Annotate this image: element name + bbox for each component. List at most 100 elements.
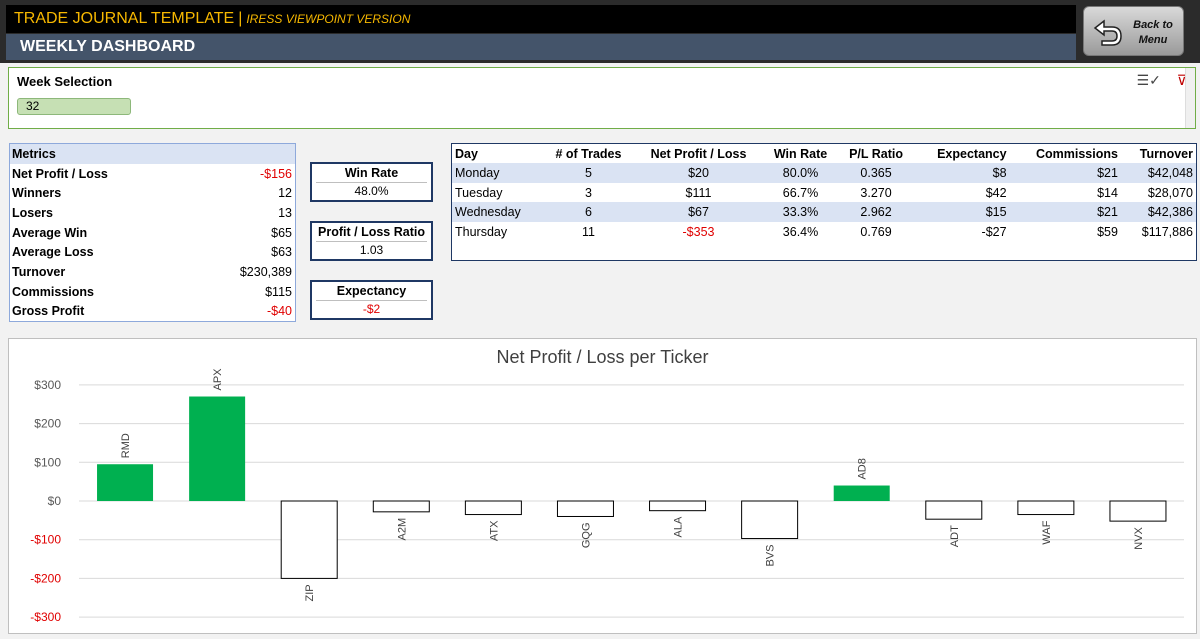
expectancy-card: Expectancy -$2 [310,280,433,320]
column-header: # of Trades [555,146,622,161]
metric-value: -$156 [260,166,292,181]
column-header: Day [455,146,478,161]
table-cell: 66.7% [782,185,819,200]
bar-ad8 [833,485,890,501]
table-cell: $20 [634,163,763,183]
metric-row: Net Profit / Loss -$156 [10,164,295,184]
table-cell: $59 [1097,224,1118,239]
metric-row: Average Win $65 [10,223,295,243]
bar-atx [464,500,522,516]
multi-select-icon[interactable]: ☰✓ [1136,72,1161,88]
metric-row: Gross Profit -$40 [10,302,295,322]
dashboard-bar: WEEKLY DASHBOARD [6,34,1076,60]
week-chip[interactable]: 32 [17,98,131,115]
win-rate-value: 48.0% [316,182,427,198]
app-title-text: TRADE JOURNAL TEMPLATE [14,10,235,27]
column-header: Win Rate [773,146,828,161]
metric-row: Turnover $230,389 [10,262,295,282]
column-header: Expectancy [937,146,1007,161]
bar-a2m [372,500,430,513]
metric-label: Turnover [12,264,66,279]
back-label-line2: Menu [1138,34,1168,46]
bar-zip [280,500,338,579]
slicer-scrollbar[interactable] [1185,68,1195,128]
title-separator: | [238,10,243,27]
metric-label: Average Loss [12,245,94,260]
category-label: AD8 [857,458,869,479]
metric-label: Commissions [12,284,94,299]
table-cell: $21 [1009,202,1121,223]
back-to-menu-button[interactable]: Back to Menu [1083,6,1184,56]
week-selection-label: Week Selection [17,74,113,89]
table-cell: $8 [914,163,1010,183]
pl-ratio-label: Profit / Loss Ratio [318,225,425,239]
category-label: WAF [1041,520,1053,544]
metric-row: Losers 13 [10,203,295,223]
title-bar: TRADE JOURNAL TEMPLATE | IRESS VIEWPOINT V… [6,5,1076,33]
table-cell: 80.0% [762,163,839,183]
bar-rmd [97,464,154,501]
table-cell: $42 [985,185,1007,200]
ticker-bar-chart: $300 $200 $100 $0 -$100 -$200 -$300 RMD APX ZIP A2… [30,368,1184,624]
bar-nvx [1109,500,1167,522]
category-label: ADT [949,525,961,547]
app-subtitle: IRESS VIEWPOINT VERSION [246,12,411,26]
metric-label: Winners [12,186,62,201]
table-cell: $15 [914,202,1010,223]
daily-table-body: Monday 5 $20 80.0% 0.365 $8 $21 $42,048 Tuesday 3… [452,163,1196,242]
table-cell: 6 [542,202,635,223]
table-cell: 5 [542,163,635,183]
table-cell: 36.4% [782,224,819,239]
chart-title: Net Profit / Loss per Ticker [496,347,709,367]
metric-value: $115 [265,284,292,299]
y-tick-label: -$100 [30,533,61,547]
category-label: NVX [1133,526,1145,549]
table-cell: -$27 [981,224,1007,239]
metric-label: Net Profit / Loss [12,166,108,181]
table-cell: $28,070 [1147,185,1193,200]
table-row: Wednesday 6 $67 33.3% 2.962 $15 $21 $42,386 [452,202,1196,223]
bar-gqg [556,500,614,517]
table-row: Thursday 11 -$353 36.4% 0.769 -$27 $59 $117,886 [452,222,1196,242]
metric-value: $230,389 [239,264,292,279]
pl-ratio-card: Profit / Loss Ratio 1.03 [310,221,433,261]
y-tick-label: -$200 [30,571,61,585]
table-cell: Wednesday [452,202,543,223]
column-header: Commissions [1035,146,1118,161]
daily-summary-table: Day # of Trades Net Profit / Loss Win Rate P… [451,143,1197,261]
table-row: Monday 5 $20 80.0% 0.365 $8 $21 $42,048 [452,163,1196,183]
metric-value: $65 [271,225,292,240]
clear-filter-icon[interactable]: ⊽ [1176,72,1187,88]
y-tick-label: $100 [34,455,61,469]
metric-value: -$40 [266,304,292,319]
metric-value: $63 [271,245,292,260]
expectancy-label: Expectancy [336,284,407,298]
back-button-label: Back to Menu [1124,18,1182,48]
bar-apx [189,396,246,501]
metric-value: 12 [278,186,292,201]
win-rate-card: Win Rate 48.0% [310,162,433,202]
metric-row: Winners 12 [10,183,295,203]
bar-waf [1017,500,1075,516]
metric-value: 13 [278,205,292,220]
table-cell: 2.962 [838,202,914,223]
table-cell: 3.270 [860,185,892,200]
slicer-icons: ☰✓ ⊽ [1125,72,1187,89]
table-cell: 33.3% [762,202,839,223]
back-arrow-icon [1093,19,1122,46]
metric-row: Average Loss $63 [10,242,295,262]
table-cell: $14 [1097,185,1118,200]
expectancy-value: -$2 [316,300,427,316]
category-label: A2M [396,518,408,541]
metric-row: Commissions $115 [10,282,295,302]
table-cell: 0.365 [838,163,914,183]
metric-label: Losers [12,205,53,220]
category-label: GQG [580,522,592,548]
table-cell: Tuesday [455,185,503,200]
metrics-rows: Net Profit / Loss -$156 Winners 12 Losers 13 A… [10,164,295,322]
table-cell: Thursday [455,224,508,239]
bar-ala [649,500,707,512]
table-cell: 0.769 [860,224,892,239]
y-tick-label: -$300 [30,610,61,624]
y-tick-label: $300 [34,378,61,392]
